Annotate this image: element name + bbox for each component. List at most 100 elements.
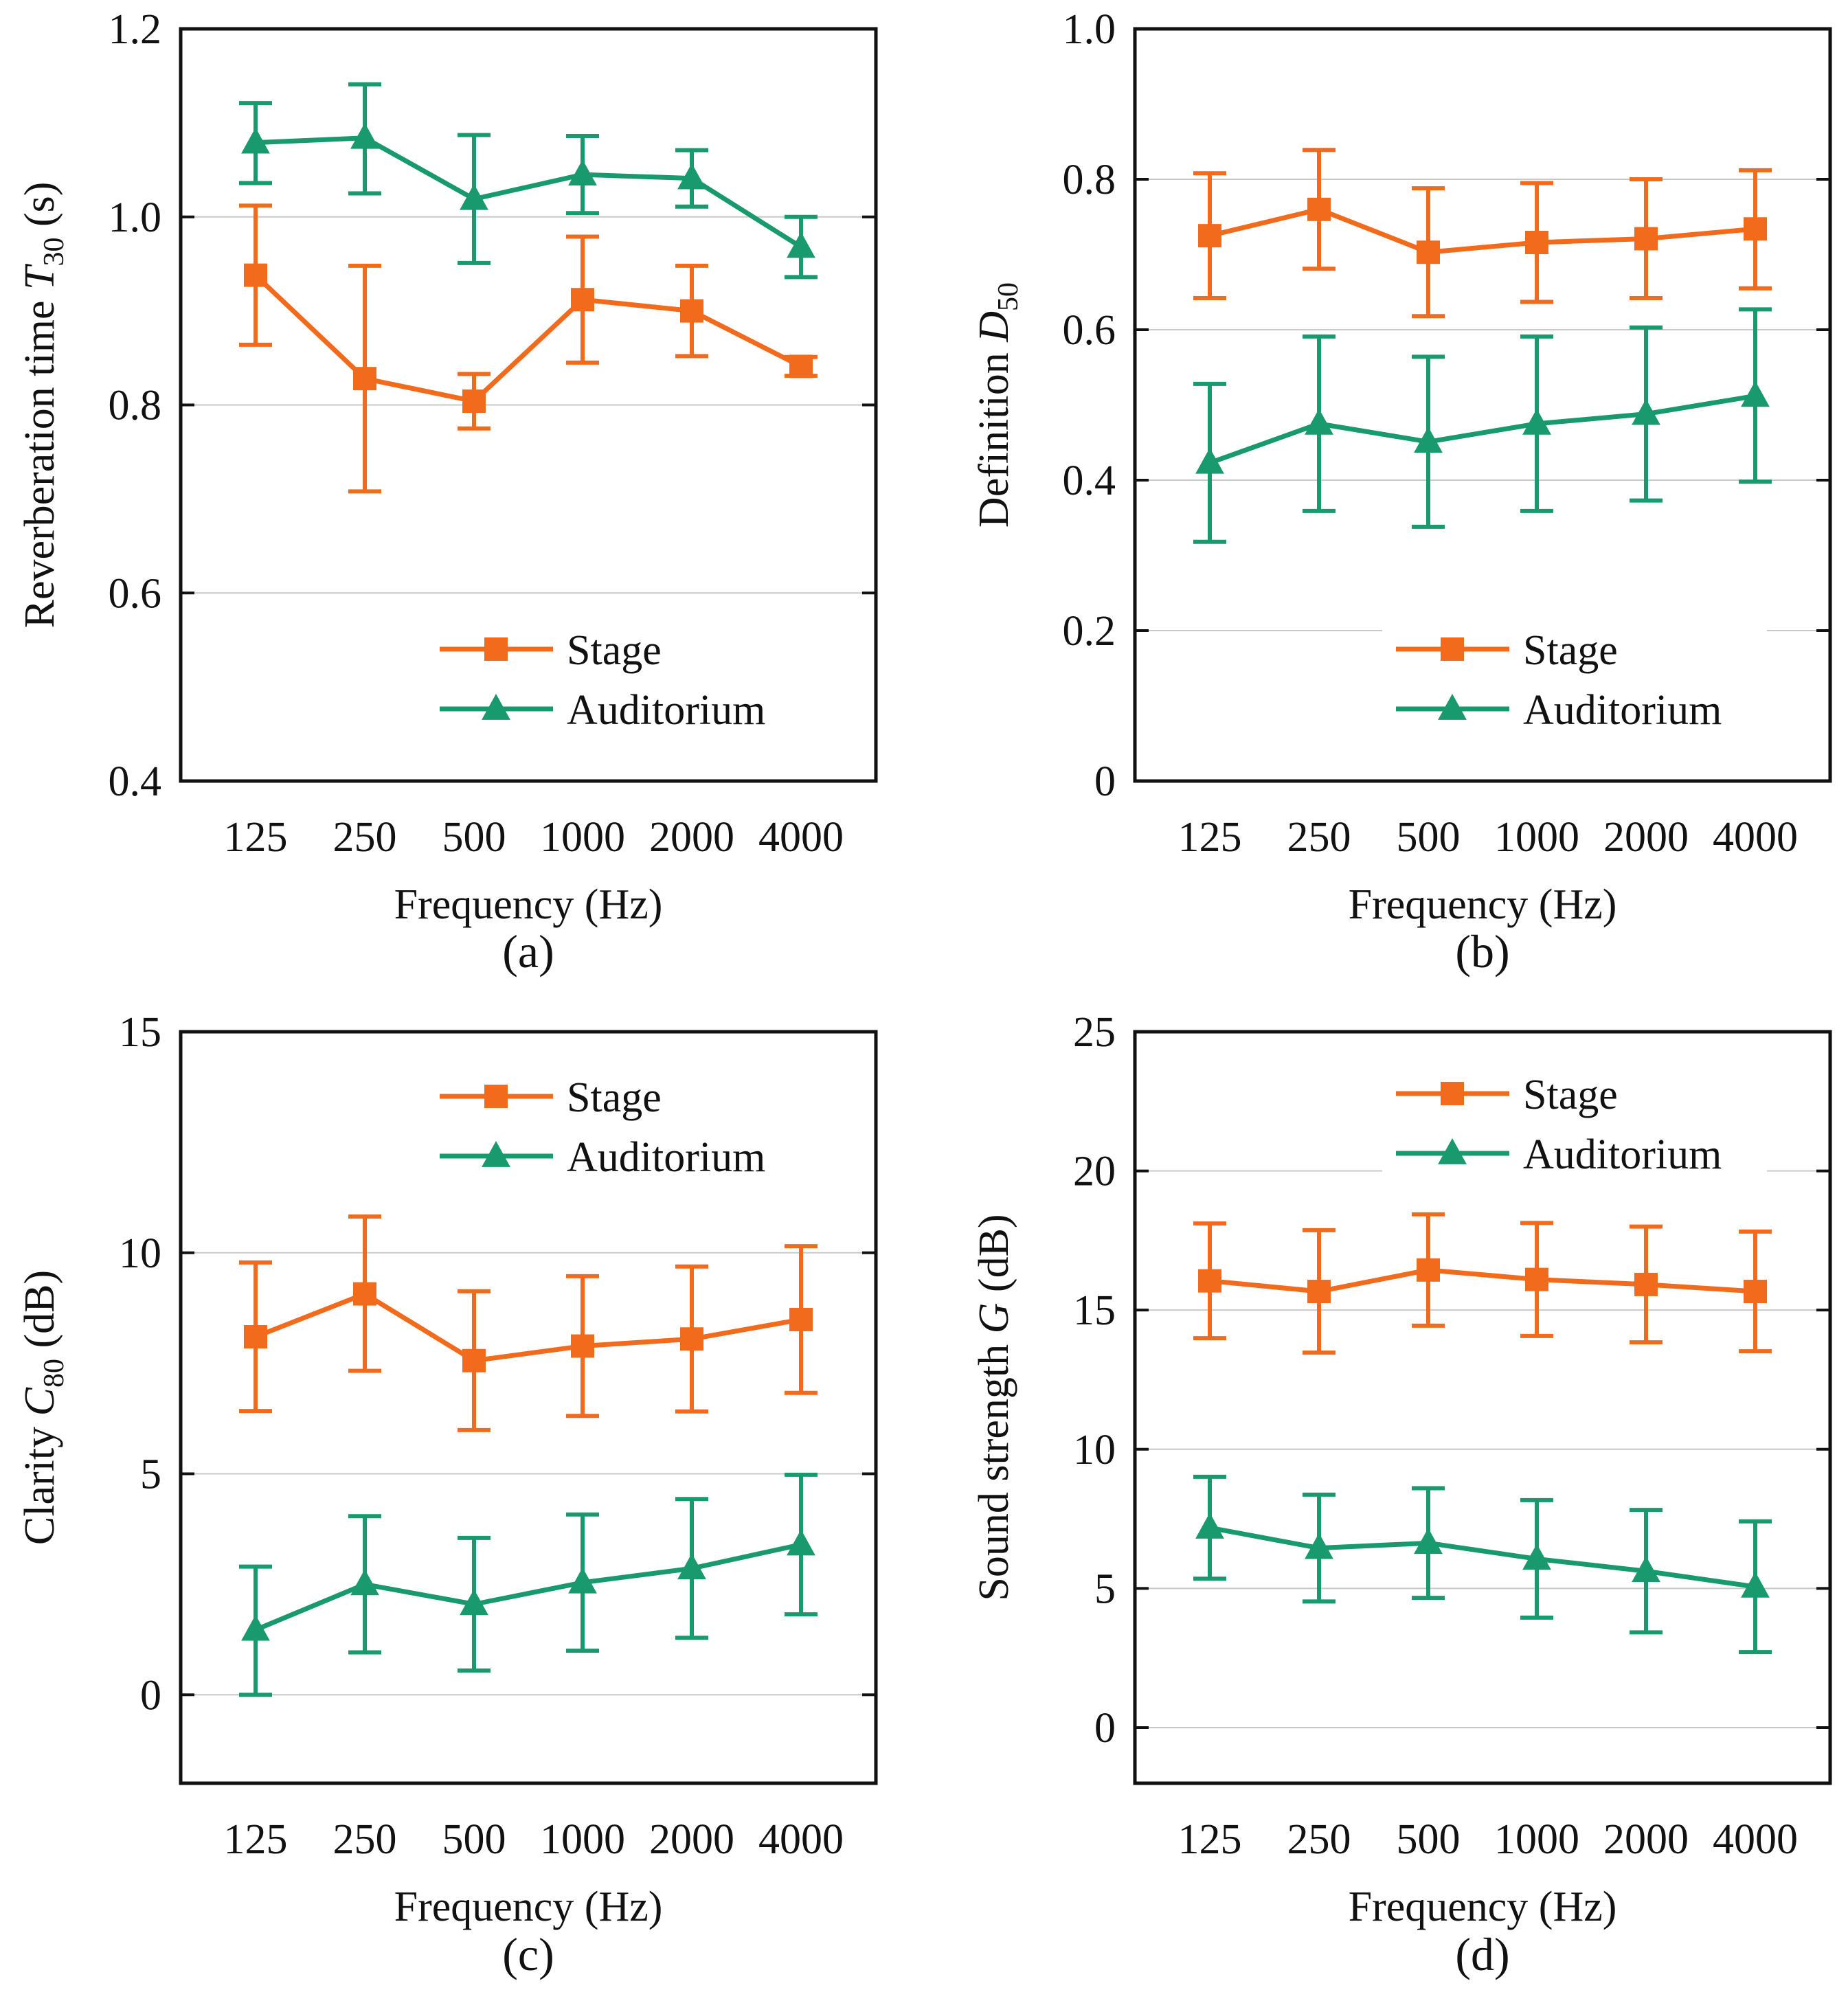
series-auditorium (239, 82, 818, 280)
data-point (1198, 224, 1221, 248)
data-point (1632, 398, 1660, 425)
x-tick-label: 1000 (1494, 1816, 1579, 1863)
y-tick-label: 20 (1073, 1149, 1116, 1195)
legend: Stage Auditorium (426, 615, 811, 735)
y-axis-label-unit: (dB) (16, 1270, 63, 1359)
data-point (1741, 1571, 1770, 1598)
x-tick-label: 2000 (649, 1816, 734, 1863)
x-tick-label: 1000 (540, 814, 625, 861)
data-point (1634, 1272, 1658, 1296)
legend-marker (1438, 1138, 1467, 1164)
data-point (1632, 1556, 1660, 1583)
legend-label: Stage (567, 627, 662, 674)
data-point (1195, 1513, 1224, 1539)
series-line (253, 273, 802, 404)
y-tick-label: 0.8 (109, 383, 162, 429)
series-line (1209, 1267, 1756, 1294)
data-point (680, 299, 703, 323)
data-point (568, 159, 597, 185)
data-point (1741, 381, 1770, 407)
x-tick-label: 125 (224, 1816, 288, 1863)
data-point (1522, 1544, 1551, 1570)
data-point (680, 1327, 703, 1351)
y-axis-label: Definition D50 (971, 282, 1024, 528)
data-point (1305, 1533, 1333, 1559)
x-tick-label: 250 (1287, 1816, 1351, 1863)
y-axis-label-symbol: G (971, 1303, 1017, 1334)
legend-label: Stage (1523, 627, 1618, 674)
series-line (1208, 393, 1756, 466)
x-axis-label: Frequency (Hz) (1349, 881, 1617, 928)
plot-frame (1133, 1030, 1832, 1785)
x-tick-label: 125 (1178, 814, 1242, 861)
x-tick-label: 1000 (540, 1816, 625, 1863)
y-axis-label-text: Clarity (16, 1416, 63, 1545)
y-axis-label-symbol: D (971, 311, 1017, 343)
data-point (571, 288, 594, 312)
legend-marker (484, 637, 508, 661)
data-point (787, 231, 815, 258)
legend-label: Stage (1523, 1072, 1618, 1118)
y-axis-label: Reverberation time T30 (s) (16, 182, 70, 629)
data-point (1525, 1267, 1548, 1291)
panel-label: (c) (502, 1928, 554, 1980)
legend-marker (482, 694, 510, 720)
series-auditorium (1193, 307, 1772, 544)
y-tick-label: 0.6 (1063, 307, 1116, 354)
y-axis-label-unit: (dB) (971, 1214, 1017, 1302)
data-point (1744, 1280, 1767, 1304)
y-tick-label: 10 (119, 1230, 161, 1277)
legend-marker (1438, 694, 1467, 720)
legend-label: Stage (567, 1074, 662, 1121)
panel-label: (d) (1455, 1928, 1509, 1980)
series-line (254, 1542, 802, 1632)
data-point (1744, 217, 1767, 241)
data-point (1634, 227, 1658, 251)
x-tick-label: 125 (224, 814, 288, 861)
data-point (1195, 447, 1224, 474)
data-point (241, 1614, 270, 1641)
data-point (1414, 1528, 1443, 1555)
x-tick-label: 4000 (1713, 1816, 1798, 1863)
data-point (350, 122, 379, 149)
chart-panel-4: Stage Auditorium 0 5 10 15 20 25 125 250 500 1000 20… (971, 1009, 1832, 1980)
data-point (789, 1307, 813, 1331)
series-stage (239, 1214, 818, 1432)
series-line (1209, 207, 1756, 255)
x-tick-label: 4000 (1713, 814, 1798, 861)
x-tick-label: 2000 (1603, 1816, 1689, 1863)
y-tick-label: 0 (1094, 1705, 1116, 1752)
legend-label: Auditorium (567, 687, 765, 734)
y-tick-label: 5 (140, 1451, 161, 1498)
series-auditorium (239, 1472, 818, 1697)
y-tick-label: 0.8 (1063, 157, 1116, 203)
series-stage (1193, 148, 1772, 319)
x-tick-label: 500 (442, 814, 506, 861)
series-stage (1193, 1212, 1772, 1355)
series-line (254, 1291, 802, 1364)
y-tick-label: 0 (1094, 758, 1116, 805)
data-point (460, 183, 488, 210)
data-point (460, 1589, 488, 1616)
data-point (1417, 240, 1440, 264)
x-tick-label: 500 (1397, 814, 1461, 861)
x-tick-label: 500 (1397, 1816, 1461, 1863)
data-point (1307, 197, 1331, 221)
y-tick-label: 0.4 (1063, 457, 1116, 504)
y-axis-label: Clarity C80 (dB) (16, 1270, 70, 1545)
panel-label: (b) (1455, 925, 1509, 977)
legend-marker (484, 1085, 508, 1108)
x-tick-label: 500 (442, 1816, 506, 1863)
series-stage (239, 203, 818, 494)
series-auditorium (1193, 1474, 1772, 1655)
y-tick-label: 5 (1094, 1565, 1116, 1612)
data-point (677, 1553, 706, 1580)
y-tick-label: 15 (119, 1009, 161, 1056)
plot-frame (1133, 27, 1832, 783)
data-point (1307, 1280, 1331, 1304)
data-point (568, 1567, 597, 1594)
x-tick-label: 2000 (1603, 814, 1689, 861)
chart-panel-2: Stage Auditorium 0 0.2 0.4 0.6 0.8 1.0 125 250 500… (971, 6, 1832, 977)
y-tick-label: 1.0 (1063, 6, 1116, 53)
